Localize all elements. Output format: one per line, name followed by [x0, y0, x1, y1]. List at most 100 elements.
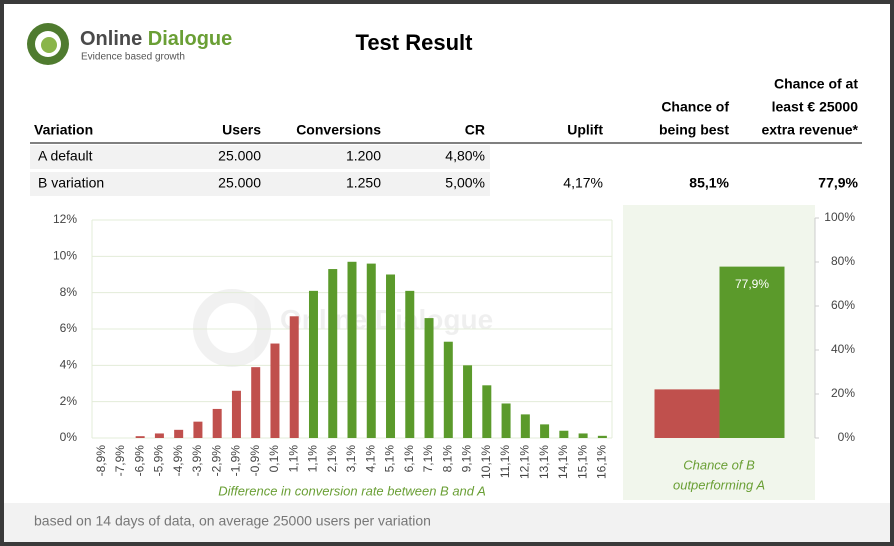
table-cell: 4,80%: [445, 148, 485, 164]
y-tick-label: 80%: [831, 254, 855, 268]
x-tick-label: 1,1%: [306, 445, 320, 473]
bar: [578, 433, 588, 438]
bar: [347, 261, 357, 438]
x-tick-label: -0,9%: [248, 445, 262, 477]
x-tick-label: 11,1%: [498, 445, 512, 478]
column-header: Users: [222, 122, 261, 138]
y-tick-label: 20%: [831, 386, 855, 400]
x-tick-label: -7,9%: [113, 445, 127, 477]
table-cell: 1.250: [346, 175, 381, 191]
chart-panel: [623, 205, 815, 500]
data-label: 77,9%: [735, 277, 769, 291]
x-tick-label: 5,1%: [383, 445, 397, 473]
x-tick-label: 6,1%: [402, 445, 416, 473]
table-cell: 85,1%: [689, 175, 729, 191]
x-tick-label: 14,1%: [556, 445, 570, 479]
y-tick-label: 2%: [60, 394, 78, 408]
table-cell: B variation: [38, 175, 104, 191]
bar: [270, 343, 280, 438]
logo-tagline: Evidence based growth: [81, 52, 185, 63]
chart-caption: outperforming A: [673, 477, 765, 492]
bar: [212, 408, 222, 438]
bar: [386, 274, 396, 438]
table-cell: A default: [38, 148, 93, 164]
watermark-icon: [193, 289, 271, 367]
bar: [231, 390, 241, 438]
column-header: Chance of: [661, 99, 729, 115]
column-header: least € 25000: [772, 99, 859, 115]
bar: [135, 436, 145, 438]
y-tick-label: 40%: [831, 342, 855, 356]
x-tick-label: -4,9%: [171, 445, 185, 477]
x-tick-label: 8,1%: [440, 445, 454, 473]
bar: [597, 435, 607, 438]
table-cell: 77,9%: [818, 175, 858, 191]
title: Test Result: [356, 30, 474, 55]
bar: [193, 421, 203, 438]
column-header: being best: [659, 122, 729, 138]
y-tick-label: 4%: [60, 358, 78, 372]
x-tick-label: -1,9%: [229, 445, 243, 477]
y-tick-label: 0%: [838, 430, 856, 444]
x-tick-label: 1,1%: [286, 445, 300, 473]
bar: [501, 403, 511, 438]
bar: [719, 266, 785, 438]
y-tick-label: 100%: [824, 210, 855, 224]
bar: [289, 316, 299, 438]
row-background: [30, 172, 490, 196]
x-tick-label: 3,1%: [344, 445, 358, 473]
bar: [174, 429, 184, 438]
table-cell: 25.000: [218, 148, 261, 164]
x-tick-label: 16,1%: [595, 445, 609, 479]
bar: [520, 414, 530, 438]
y-tick-label: 10%: [53, 249, 77, 263]
row-background: [30, 145, 490, 169]
logo-text: Online Dialogue: [80, 28, 232, 50]
bar: [154, 433, 164, 438]
y-tick-label: 0%: [60, 430, 78, 444]
x-tick-label: 0,1%: [267, 445, 281, 473]
y-tick-label: 12%: [53, 212, 77, 226]
y-tick-label: 60%: [831, 298, 855, 312]
x-tick-label: 13,1%: [537, 445, 551, 479]
bar: [540, 424, 550, 438]
logo-word: Dialogue: [148, 28, 232, 50]
bar: [308, 290, 318, 438]
table-cell: 1.200: [346, 148, 381, 164]
table-cell: 5,00%: [445, 175, 485, 191]
bar: [443, 341, 453, 438]
column-header: Conversions: [296, 122, 381, 138]
x-tick-label: -6,9%: [132, 445, 146, 477]
x-tick-label: 2,1%: [325, 445, 339, 473]
footer-note: based on 14 days of data, on average 250…: [34, 513, 431, 529]
x-tick-label: 10,1%: [479, 445, 493, 479]
column-header: Uplift: [567, 122, 603, 138]
column-header: Variation: [34, 122, 93, 138]
bar: [463, 365, 473, 438]
x-tick-label: 7,1%: [421, 445, 435, 473]
x-tick-label: -8,9%: [94, 445, 108, 477]
x-tick-label: 15,1%: [575, 445, 589, 479]
bar: [559, 430, 569, 438]
x-axis-title: Difference in conversion rate between B …: [218, 483, 486, 498]
logo-word: Online: [80, 28, 142, 50]
column-header: CR: [465, 122, 485, 138]
x-tick-label: -3,9%: [190, 445, 204, 477]
x-tick-label: 4,1%: [363, 445, 377, 473]
bar: [482, 385, 492, 438]
logo-icon: [41, 37, 57, 53]
table-cell: 4,17%: [563, 175, 603, 191]
x-tick-label: 9,1%: [460, 445, 474, 473]
bar: [328, 269, 338, 438]
bar: [366, 263, 376, 438]
footer-band: [0, 503, 894, 543]
x-tick-label: -5,9%: [152, 445, 166, 477]
bar: [405, 290, 415, 438]
bar: [424, 318, 434, 438]
y-tick-label: 6%: [60, 321, 78, 335]
bar: [654, 389, 720, 438]
x-tick-label: 12,1%: [518, 445, 532, 479]
column-header: Chance of at: [774, 76, 858, 92]
